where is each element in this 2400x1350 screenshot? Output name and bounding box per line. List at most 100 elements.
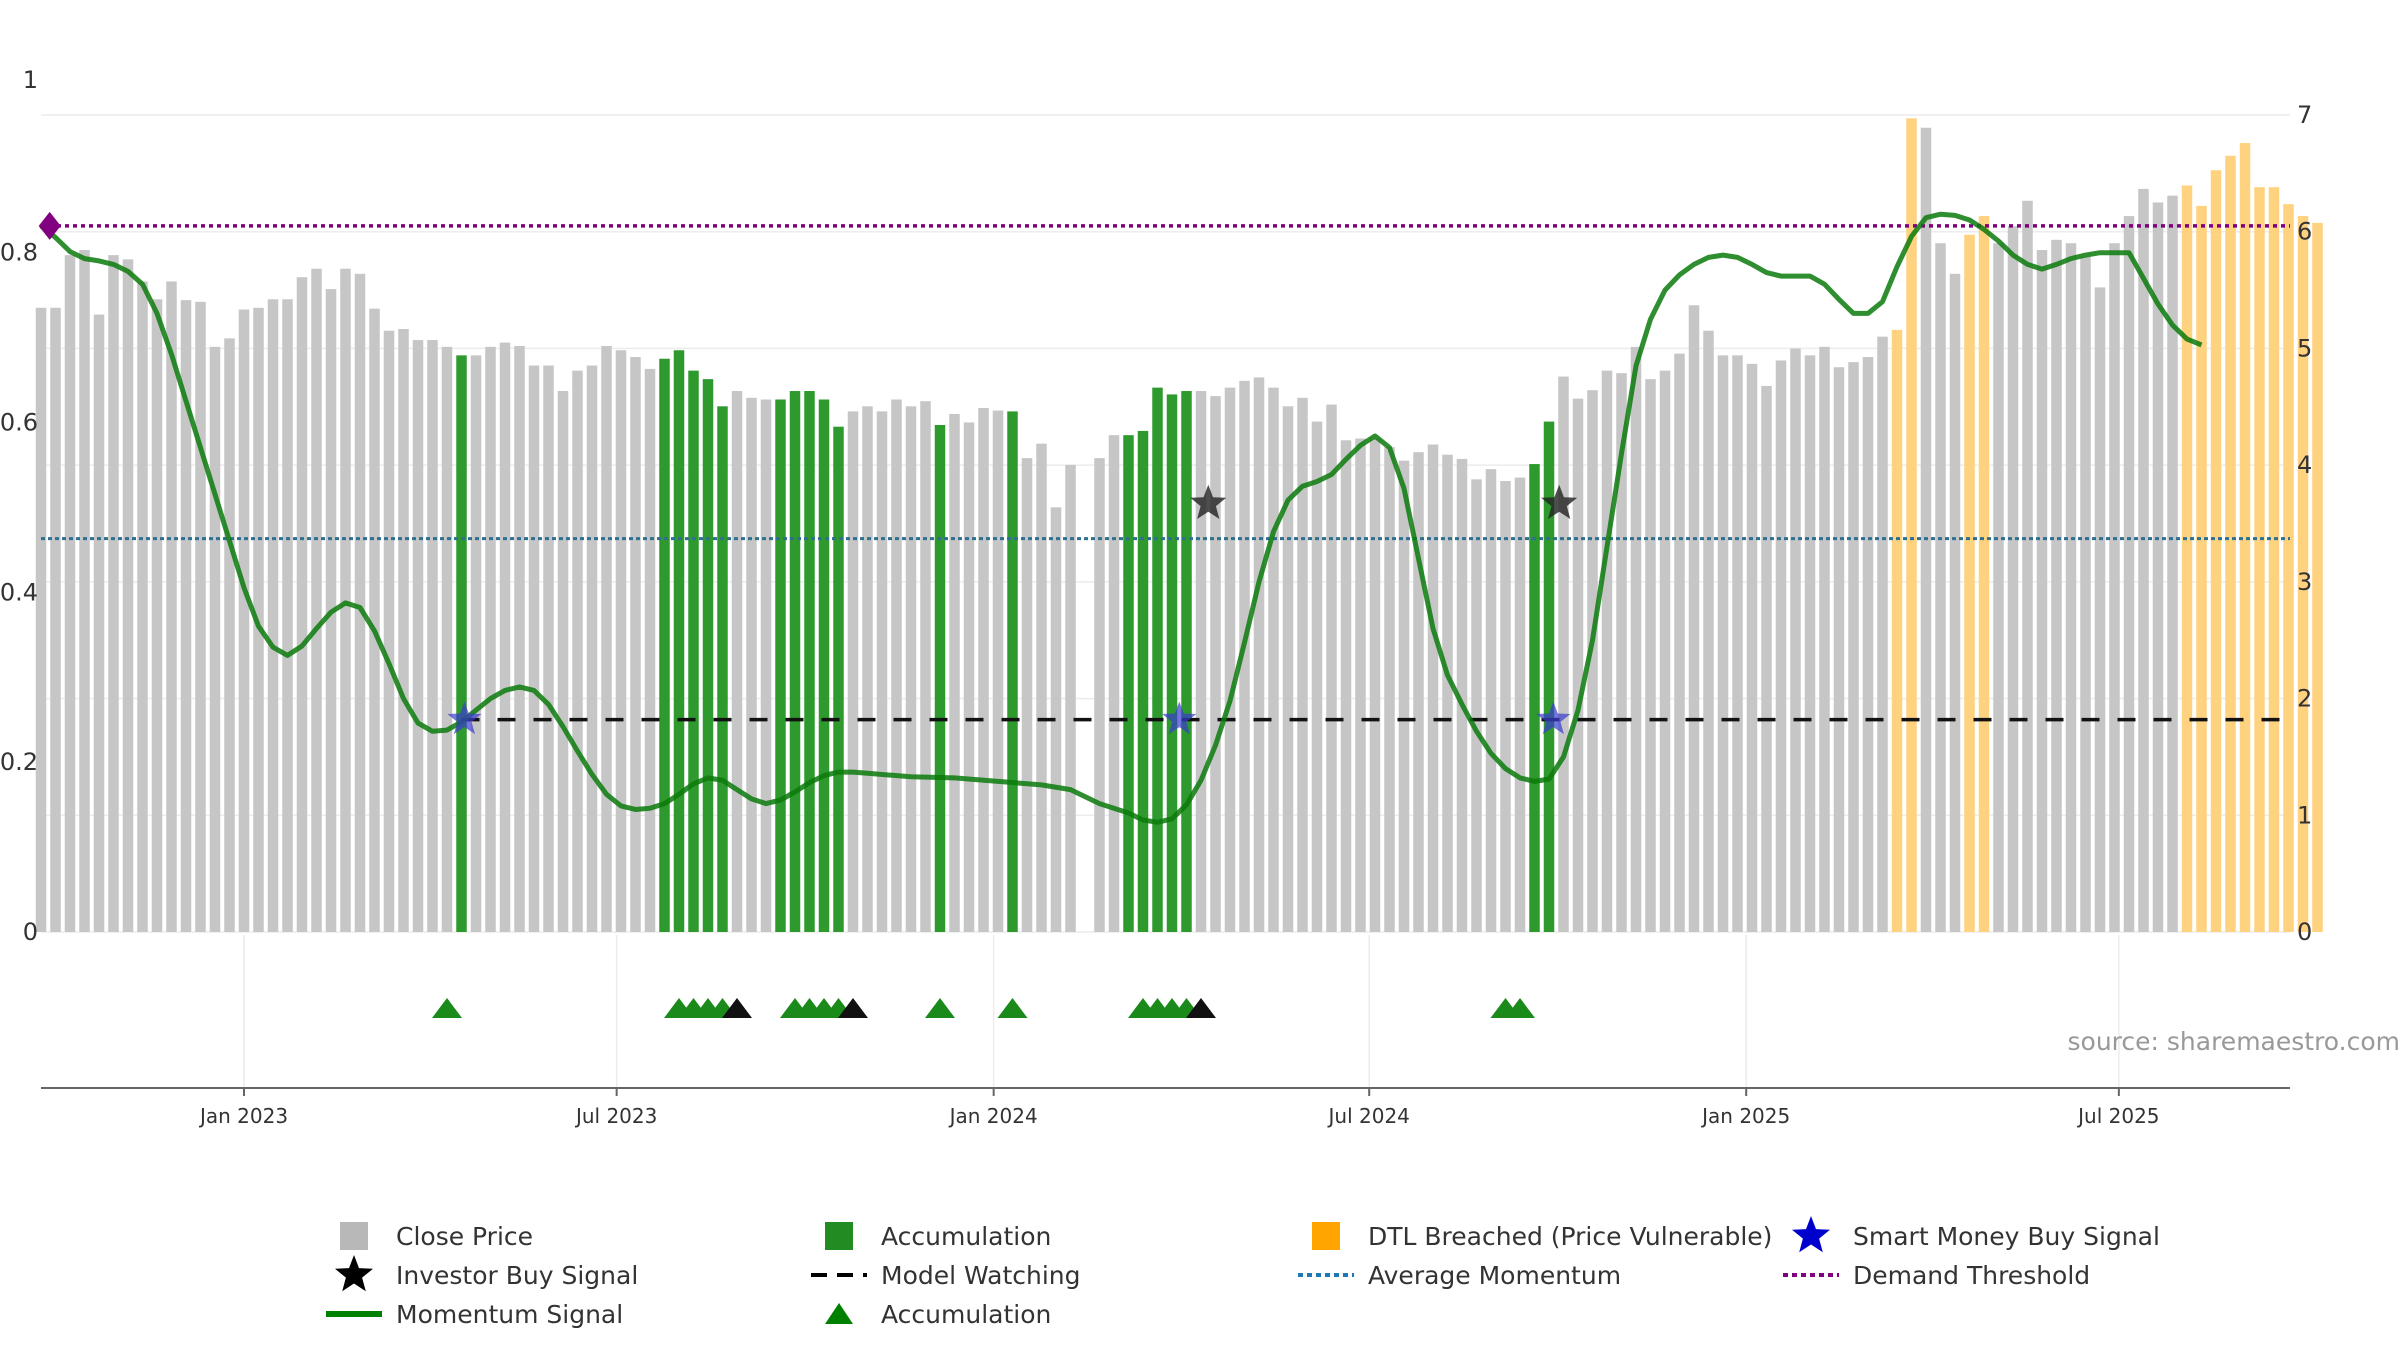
price-bar (1674, 353, 1685, 933)
price-bar (1065, 464, 1076, 932)
price-bar (2094, 287, 2106, 932)
price-bar (1108, 435, 1120, 932)
accumulation-triangle (1505, 998, 1535, 1018)
x-tick-label: Jan 2025 (1700, 1104, 1790, 1128)
price-bar (1123, 435, 1134, 932)
price-bar (1775, 360, 1787, 932)
price-bar (1036, 443, 1047, 932)
y-left-tick-label: 0.6 (0, 408, 38, 436)
price-bar (2051, 239, 2062, 933)
price-bar (180, 300, 192, 932)
smart-money-star (447, 701, 482, 735)
price-bar (2152, 202, 2164, 933)
legend-item: Demand Threshold (1783, 1261, 2090, 1290)
price-bar (209, 346, 221, 933)
price-bar (1703, 330, 1714, 932)
accumulation-triangle-black (722, 998, 752, 1018)
legend-item: Accumulation (825, 1222, 1051, 1251)
price-bar (1239, 380, 1250, 932)
x-tick-label: Jul 2025 (2076, 1104, 2159, 1128)
price-bar (1630, 346, 1642, 933)
price-bar (514, 346, 525, 932)
legend-item: Close Price (340, 1222, 533, 1251)
investor-star (1541, 484, 1578, 519)
price-bar (1891, 329, 1903, 932)
price-bar (978, 407, 989, 932)
legend: Close Price Accumulation DTL Breached (Pri… (326, 1216, 2160, 1329)
price-bar (398, 329, 409, 933)
legend-star (335, 1255, 373, 1292)
legend-item: Accumulation (825, 1300, 1051, 1329)
price-bar (151, 299, 163, 932)
price-bar (64, 255, 76, 932)
y-right-tick-label: 7 (2297, 101, 2312, 129)
price-bar (1717, 355, 1729, 932)
y-right-tick-label: 6 (2297, 218, 2312, 246)
price-bar (122, 259, 134, 932)
y-right-tick-label: 4 (2297, 451, 2312, 479)
price-bar (412, 340, 424, 933)
smart-money-star (1162, 701, 1197, 735)
legend-label: Close Price (396, 1222, 533, 1251)
price-bar (238, 309, 250, 932)
x-tick-label: Jan 2023 (198, 1104, 288, 1128)
price-bar (2312, 222, 2323, 932)
price-bar (1384, 447, 1395, 932)
accumulation-triangle (432, 998, 462, 1018)
momentum-line (39, 211, 2203, 825)
price-bar (1282, 406, 1294, 932)
price-bar (1210, 396, 1221, 933)
price-bar (79, 250, 90, 932)
price-bar (833, 426, 844, 932)
price-bar (920, 401, 931, 932)
price-bar (1978, 216, 1990, 932)
price-bar (1369, 438, 1381, 932)
price-bar (905, 406, 917, 932)
price-bar (485, 346, 496, 933)
x-tick-label: Jul 2023 (574, 1104, 657, 1128)
price-bar (224, 338, 235, 932)
demand-marker (38, 211, 61, 240)
price-bar (1819, 346, 1830, 933)
legend-label: Demand Threshold (1853, 1261, 2090, 1290)
legend-item: DTL Breached (Price Vulnerable) (1312, 1222, 1772, 1251)
axes: Jan 2023 Jul 2023 Jan 2024 Jul 2024 Jan 2025… (0, 66, 2312, 1128)
price-bar (1920, 127, 1932, 933)
price-bar (688, 370, 699, 932)
legend-item: Smart Money Buy Signal (1792, 1216, 2160, 1253)
price-bar (891, 399, 902, 932)
momentum-signal (39, 211, 2203, 825)
price-bar (1964, 234, 1975, 932)
price-bar (2007, 226, 2019, 932)
price-bar (1094, 458, 1105, 932)
price-bar (1587, 390, 1598, 932)
price-bar (1311, 421, 1323, 932)
price-bar (108, 255, 119, 932)
x-tick-label: Jul 2024 (1327, 1104, 1410, 1128)
price-bar (1340, 440, 1352, 932)
price-bar (1790, 348, 1801, 932)
price-bar (2065, 243, 2077, 933)
price-bar (1558, 376, 1569, 932)
price-bar (1601, 370, 1613, 932)
price-bar (1181, 391, 1192, 932)
price-bar (1442, 454, 1453, 932)
price-bar (93, 314, 105, 933)
price-bar (963, 422, 975, 932)
price-bar (1877, 336, 1888, 932)
price-bar (1529, 464, 1540, 932)
price-bar (311, 268, 322, 933)
price-bar (572, 370, 583, 932)
price-bar (499, 342, 511, 932)
price-bar (1224, 387, 1236, 932)
price-bar (50, 307, 61, 933)
price-bar (949, 413, 960, 933)
price-bar (1732, 355, 1743, 932)
price-bar (630, 357, 641, 933)
price-bar (1427, 444, 1439, 932)
price-bar (1021, 458, 1033, 932)
price-bar (2080, 256, 2091, 932)
y-left-tick-label: 0.2 (0, 748, 38, 776)
legend-item: Average Momentum (1298, 1261, 1621, 1290)
